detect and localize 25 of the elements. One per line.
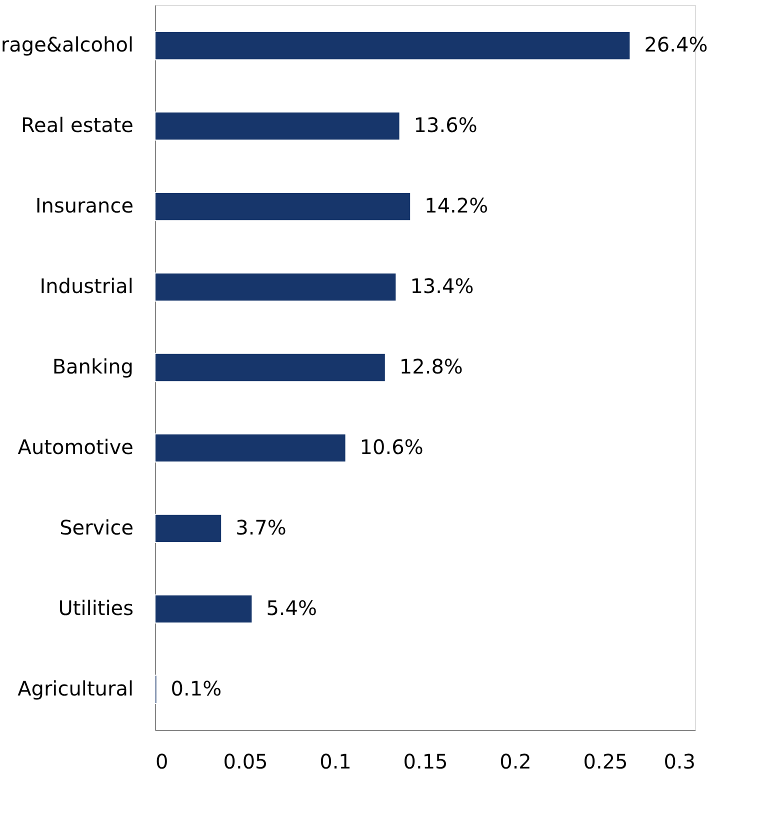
data-label: 5.4%	[266, 596, 318, 620]
data-label: 13.6%	[414, 113, 478, 138]
x-tick-label: 0.3	[664, 750, 696, 774]
y-tick-label: Utilities	[58, 596, 134, 620]
x-tick-label: 0.2	[500, 750, 532, 774]
data-label: 12.8%	[399, 354, 463, 378]
y-tick-label: Industrial	[40, 274, 134, 298]
data-label: 13.4%	[410, 274, 474, 298]
x-tick-label: 0.05	[223, 750, 268, 774]
x-tick-label: 0.1	[320, 750, 352, 774]
y-tick-label: Automotive	[18, 434, 134, 459]
x-tick-label: 0.15	[403, 750, 448, 774]
x-tick-label: 0	[156, 750, 168, 774]
data-label: 14.2%	[424, 194, 488, 218]
y-tick-label: Service	[60, 515, 134, 540]
data-label: 26.4%	[644, 32, 708, 57]
y-tick-label: rage&alcohol	[0, 32, 134, 57]
data-label: 3.7%	[236, 515, 286, 540]
data-label: 10.6%	[360, 434, 424, 459]
x-tick-label: 0.25	[583, 750, 628, 774]
data-label: 0.1%	[170, 676, 222, 700]
y-tick-label: Banking	[52, 354, 134, 378]
y-tick-label: Insurance	[35, 194, 134, 218]
y-tick-label: Real estate	[21, 113, 134, 138]
y-tick-label: Agricultural	[18, 676, 134, 700]
